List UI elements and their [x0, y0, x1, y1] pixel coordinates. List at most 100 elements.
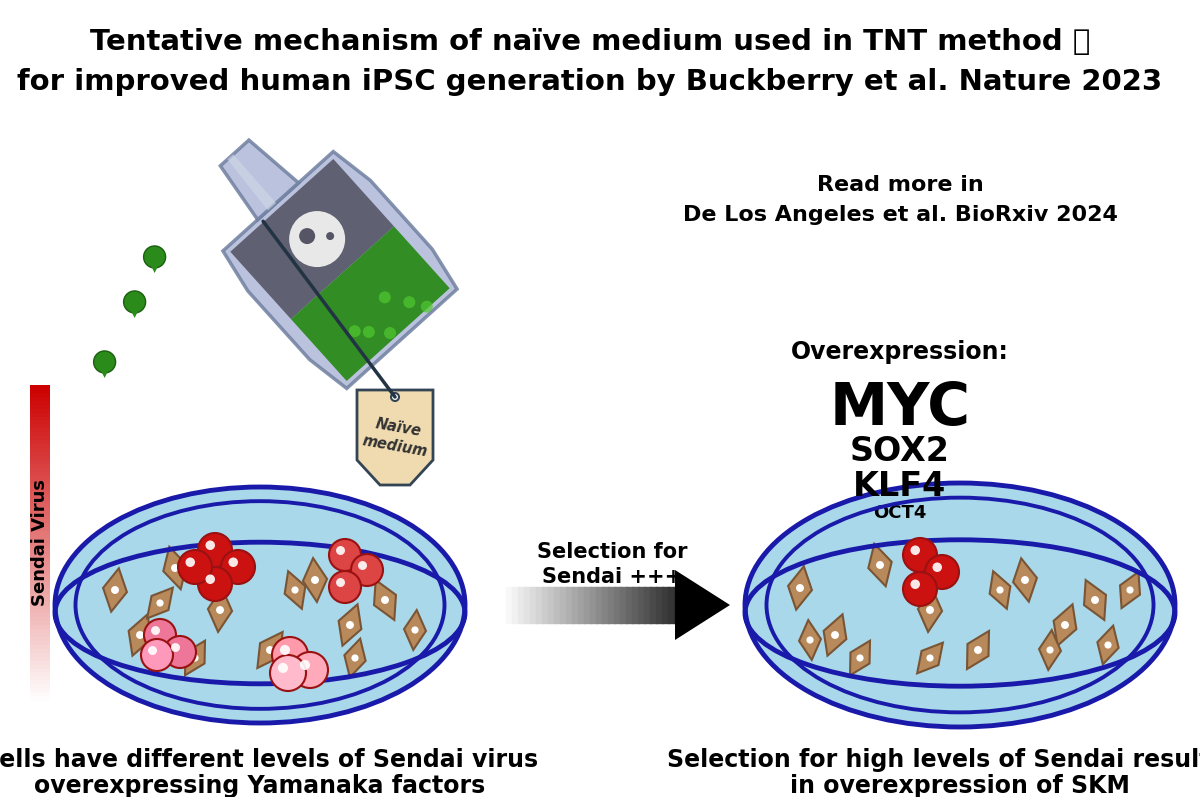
Bar — [30, 554, 50, 559]
Bar — [30, 558, 50, 563]
Bar — [656, 587, 662, 623]
Polygon shape — [103, 568, 127, 611]
Bar — [30, 491, 50, 496]
Circle shape — [974, 646, 982, 654]
Text: Naïve
medium: Naïve medium — [361, 414, 432, 459]
Circle shape — [421, 300, 433, 312]
Circle shape — [349, 325, 361, 337]
Bar — [554, 587, 562, 623]
Polygon shape — [990, 571, 1010, 609]
Polygon shape — [1120, 572, 1140, 608]
Bar — [30, 385, 50, 390]
Text: OCT4: OCT4 — [874, 504, 926, 522]
Polygon shape — [1097, 626, 1118, 665]
Bar — [30, 614, 50, 618]
Bar — [536, 587, 542, 623]
Bar — [602, 587, 610, 623]
Bar — [30, 448, 50, 453]
Bar — [668, 587, 674, 623]
Text: Sendai Virus: Sendai Virus — [31, 479, 49, 606]
Circle shape — [1061, 621, 1069, 629]
Circle shape — [391, 393, 398, 401]
Bar — [30, 444, 50, 449]
Circle shape — [911, 545, 920, 555]
Circle shape — [1104, 642, 1111, 649]
Bar — [30, 677, 50, 681]
Circle shape — [144, 246, 166, 268]
Text: Selection for high levels of Sendai resulting: Selection for high levels of Sendai resu… — [667, 748, 1200, 772]
Polygon shape — [223, 151, 457, 388]
Circle shape — [156, 599, 163, 607]
Bar — [566, 587, 574, 623]
Text: Read more in: Read more in — [817, 175, 983, 195]
Bar — [30, 480, 50, 484]
Bar — [30, 570, 50, 575]
Bar — [30, 657, 50, 662]
Polygon shape — [185, 641, 205, 675]
Circle shape — [172, 643, 180, 652]
Bar — [30, 421, 50, 425]
Circle shape — [216, 606, 224, 614]
Circle shape — [148, 646, 157, 655]
Bar — [30, 456, 50, 461]
Text: for improved human iPSC generation by Buckberry et al. Nature 2023: for improved human iPSC generation by Bu… — [17, 68, 1163, 96]
Circle shape — [904, 572, 937, 606]
Circle shape — [228, 557, 238, 567]
Circle shape — [142, 639, 173, 671]
Polygon shape — [338, 604, 361, 646]
Bar — [572, 587, 580, 623]
Polygon shape — [1084, 580, 1106, 620]
Bar — [30, 685, 50, 689]
Bar — [30, 590, 50, 595]
Circle shape — [289, 211, 346, 267]
Circle shape — [384, 327, 396, 339]
Circle shape — [270, 655, 306, 691]
Bar — [30, 551, 50, 555]
Polygon shape — [1054, 604, 1076, 646]
Circle shape — [178, 550, 212, 584]
Circle shape — [379, 292, 391, 304]
Bar — [30, 523, 50, 528]
Text: in overexpression of SKM: in overexpression of SKM — [790, 774, 1130, 797]
Bar — [30, 417, 50, 421]
Bar — [30, 484, 50, 488]
Bar — [30, 495, 50, 500]
Circle shape — [336, 546, 346, 555]
Bar — [30, 424, 50, 429]
Circle shape — [382, 596, 389, 604]
Bar — [542, 587, 550, 623]
Polygon shape — [404, 610, 426, 650]
Circle shape — [292, 587, 299, 594]
Circle shape — [192, 654, 199, 662]
Bar — [530, 587, 538, 623]
Bar — [30, 393, 50, 398]
Circle shape — [796, 584, 804, 592]
Bar — [30, 645, 50, 650]
Bar — [30, 562, 50, 567]
Circle shape — [311, 576, 319, 584]
Circle shape — [911, 579, 920, 589]
Text: De Los Angeles et al. BioRxiv 2024: De Los Angeles et al. BioRxiv 2024 — [683, 205, 1117, 225]
Circle shape — [172, 564, 179, 572]
Bar — [30, 547, 50, 551]
Bar — [500, 587, 508, 623]
Polygon shape — [146, 257, 163, 273]
Circle shape — [403, 296, 415, 308]
Circle shape — [358, 561, 367, 570]
Circle shape — [336, 578, 346, 587]
Bar — [30, 527, 50, 531]
Circle shape — [925, 555, 959, 589]
Bar — [30, 574, 50, 579]
Bar — [560, 587, 568, 623]
Circle shape — [198, 567, 232, 601]
Text: Cells have different levels of Sendai virus: Cells have different levels of Sendai vi… — [0, 748, 538, 772]
Circle shape — [1091, 596, 1099, 604]
Bar — [30, 688, 50, 693]
Text: overexpressing Yamanaka factors: overexpressing Yamanaka factors — [35, 774, 486, 797]
Polygon shape — [918, 588, 942, 632]
Bar — [30, 405, 50, 409]
Circle shape — [832, 631, 839, 639]
Bar — [30, 578, 50, 583]
Circle shape — [266, 646, 274, 654]
Ellipse shape — [745, 483, 1175, 727]
